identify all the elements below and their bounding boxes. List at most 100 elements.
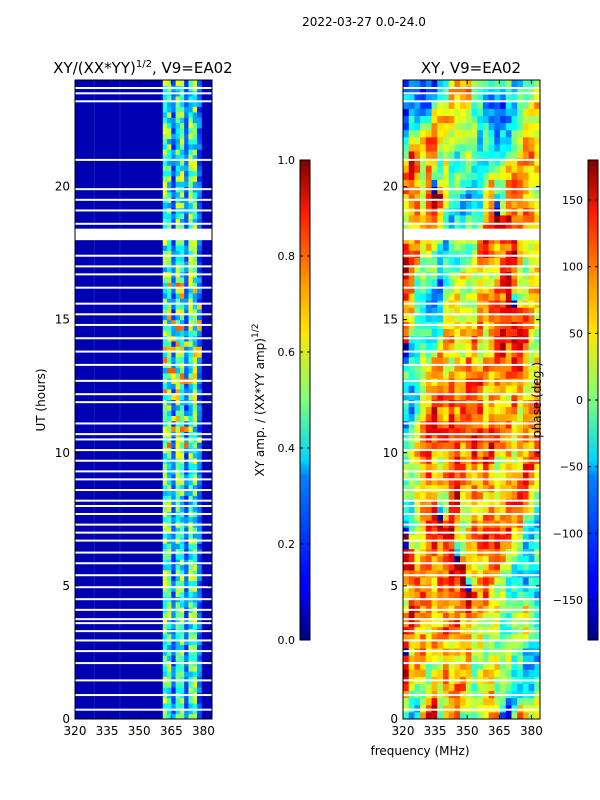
phase-cell <box>482 129 490 138</box>
amplitude-cell <box>192 106 198 113</box>
phase-cell <box>465 534 472 542</box>
phase-cell <box>408 101 415 109</box>
phase-cell <box>448 378 455 386</box>
phase-cell <box>425 115 433 124</box>
amplitude-cell <box>162 143 168 150</box>
phase-cell <box>442 413 450 422</box>
amplitude-cell <box>167 213 172 219</box>
phase-cell <box>414 683 421 692</box>
phase-cell <box>471 293 478 301</box>
amplitude-cell <box>197 575 202 582</box>
flagged-gap <box>75 228 212 233</box>
phase-cell <box>500 449 507 457</box>
amplitude-cell <box>188 133 194 140</box>
amplitude-cell <box>179 687 185 693</box>
amplitude-cell <box>197 644 202 651</box>
amplitude-cell <box>179 138 185 145</box>
phase-cell <box>522 463 530 471</box>
phase-cell <box>403 207 410 216</box>
phase-cell <box>522 399 530 408</box>
phase-cell <box>460 662 467 670</box>
flagged-gap <box>75 433 212 436</box>
amplitude-cell <box>175 117 181 124</box>
phase-cell <box>437 711 444 719</box>
amplitude-cell <box>179 612 185 619</box>
amplitude-cell <box>179 154 185 161</box>
amplitude-cell <box>171 143 177 150</box>
amplitude-cell <box>179 181 185 187</box>
phase-cell <box>431 115 438 124</box>
phase-cell <box>482 498 490 507</box>
phase-cell <box>420 342 427 351</box>
amplitude-cell <box>162 95 168 102</box>
amplitude-cell <box>167 133 172 140</box>
amplitude-cell <box>192 367 198 374</box>
phase-cell <box>437 591 444 599</box>
flagged-gap <box>75 222 212 225</box>
flagged-gap <box>403 188 540 191</box>
phase-cell <box>517 349 524 358</box>
phase-cell <box>482 200 490 209</box>
phase-cell <box>414 200 421 209</box>
phase-cell <box>517 640 524 649</box>
phase-cell <box>500 470 507 479</box>
amplitude-cell <box>167 303 172 310</box>
phase-cell <box>500 399 507 408</box>
phase-cell <box>465 186 472 195</box>
phase-cell <box>448 335 455 344</box>
amplitude-cell <box>175 415 181 422</box>
phase-cell <box>494 293 501 301</box>
phase-cell <box>431 655 438 663</box>
phase-cell <box>460 172 467 180</box>
phase-cell <box>437 385 444 393</box>
phase-cell <box>454 463 461 471</box>
amplitude-cell <box>179 676 185 683</box>
amplitude-cell <box>179 559 185 566</box>
phase-cell <box>448 172 455 180</box>
phase-cell <box>534 342 540 351</box>
phase-cell <box>534 172 540 180</box>
phase-cell <box>448 342 455 351</box>
amplitude-cell <box>167 80 172 86</box>
phase-cell <box>431 158 438 166</box>
phase-cell <box>408 498 415 507</box>
flagged-gap <box>75 379 212 382</box>
phase-cell <box>500 427 507 436</box>
phase-cell <box>522 293 530 301</box>
phase-cell <box>488 484 495 493</box>
amplitude-cell <box>175 330 181 337</box>
amplitude-cell <box>179 367 185 374</box>
amplitude-cell <box>179 500 185 507</box>
phase-cell <box>425 172 433 180</box>
amplitude-cell <box>162 649 168 656</box>
phase-cell <box>482 669 490 677</box>
phase-cell <box>477 662 484 670</box>
phase-cell <box>465 655 472 663</box>
flagged-gap <box>75 459 212 462</box>
phase-cell <box>505 264 512 273</box>
amplitude-cell <box>162 101 168 108</box>
phase-cell <box>477 136 484 145</box>
phase-cell <box>482 470 490 479</box>
amplitude-cell <box>184 282 189 289</box>
phase-cell <box>414 328 421 337</box>
phase-cell <box>471 335 478 344</box>
phase-cell <box>448 271 455 280</box>
phase-cell <box>471 406 478 415</box>
phase-cell <box>448 513 455 521</box>
phase-cell <box>505 491 512 500</box>
amplitude-cell <box>167 138 172 145</box>
phase-cell <box>454 172 461 180</box>
phase-cell <box>408 633 415 642</box>
phase-cell <box>431 506 438 514</box>
phase-cell <box>488 591 495 599</box>
amplitude-cell <box>175 250 181 257</box>
amplitude-cell <box>175 495 181 502</box>
phase-cell <box>408 662 415 670</box>
amplitude-cell <box>192 287 198 294</box>
amplitude-cell <box>179 506 185 512</box>
phase-cell <box>471 200 478 209</box>
phase-cell <box>494 122 501 131</box>
phase-cell <box>488 257 495 266</box>
amplitude-cell <box>188 612 194 619</box>
